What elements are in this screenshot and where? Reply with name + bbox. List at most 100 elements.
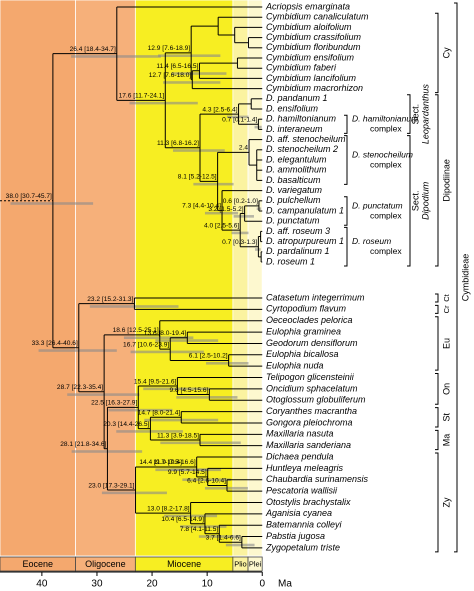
age-interval xyxy=(180,525,227,528)
section-label: Dipodium xyxy=(420,181,430,220)
taxon-label: Maxillaria nasuta xyxy=(266,429,334,439)
taxon-label: D. pulchellum xyxy=(266,195,321,205)
node-age-label: 14.4 [9.7-19.4] xyxy=(139,459,182,466)
node-age-label: 13.0 [8.2-17.8] xyxy=(147,505,190,512)
node-age-label: 0.7 [0.1-1.4] xyxy=(222,117,257,124)
node-age-label: 4.3 [2.5-6.4] xyxy=(202,106,237,113)
node-age-label: 9.9 [5.7-14.5] xyxy=(168,469,207,476)
age-interval xyxy=(108,408,173,412)
age-interval xyxy=(71,450,143,453)
complex-bracket xyxy=(344,135,348,185)
subtribe-bracket xyxy=(435,304,439,314)
taxon-label: Pabstia jugosa xyxy=(266,531,325,541)
node-age-label: 18.6 [12.5-25.1] xyxy=(113,327,159,334)
node-age-label: 33.3 [26.4-40.6] xyxy=(32,340,78,347)
node-age-label: 11.9 [7.5-16.6] xyxy=(154,459,196,466)
node-age-label: 22.5 [16.3-27.9] xyxy=(91,400,137,407)
x-tick-label: 30 xyxy=(91,579,103,590)
age-interval xyxy=(67,393,140,396)
taxon-label: D. ammolithum xyxy=(266,165,327,175)
age-interval xyxy=(163,81,221,84)
section-label: Sect. xyxy=(410,104,420,125)
complex-label: complex xyxy=(370,159,402,169)
taxon-label: D. stenocheilum 2 xyxy=(266,144,338,154)
epoch-band xyxy=(75,0,136,557)
taxon-label: Cymbidium macrorhizon xyxy=(266,83,363,93)
age-interval xyxy=(204,486,248,490)
age-interval xyxy=(129,101,198,105)
taxon-label: Cymbidium canaliculatum xyxy=(266,12,369,22)
age-interval xyxy=(160,441,241,445)
taxon-label: Eulophia bicallosa xyxy=(266,349,339,359)
subtribe-bracket xyxy=(435,452,439,553)
x-tick-label: 40 xyxy=(36,579,48,590)
subtribe-label: Cr xyxy=(442,305,451,313)
subtribe-bracket xyxy=(435,373,439,405)
x-tick-label: 10 xyxy=(202,579,214,590)
taxon-label: D. campanulatum 1 xyxy=(266,205,344,215)
section-label: Sect. xyxy=(410,191,420,212)
taxon-label: Otostylis brachystalix xyxy=(266,497,351,507)
age-interval xyxy=(155,468,209,472)
node-age-label: 6.4 [2.6-10.4] xyxy=(187,478,226,485)
node-age-label: 0.7 [0.3-1.3] xyxy=(222,239,257,246)
taxon-label: Geodorum densiflorum xyxy=(266,338,358,348)
complex-bracket xyxy=(344,226,348,267)
node-age-label: 7.3 [4.4-10.4] xyxy=(182,203,221,210)
taxon-label: Maxillaria sanderiana xyxy=(266,440,351,450)
axis-unit: Ma xyxy=(278,579,292,590)
node-age-label: 4.0 [2.5-5.6] xyxy=(204,222,239,229)
taxon-label: Huntleya meleagris xyxy=(266,463,344,473)
taxon-label: Aganisia cyanea xyxy=(265,508,332,518)
node-age-label: 12.9 [7.6-18.9] xyxy=(148,45,191,52)
node-age-label: 11.3 [3.9-18.5] xyxy=(157,432,199,439)
taxon-label: D. atropurpureum 1 xyxy=(266,236,344,246)
epoch-label: Plio xyxy=(234,559,247,568)
age-interval xyxy=(38,349,117,352)
age-interval xyxy=(71,55,161,58)
node-age-label: 9.6 [4.5-15.6] xyxy=(169,387,208,394)
taxon-label: D. ensifolium xyxy=(266,103,319,113)
taxon-label: D. punctatum xyxy=(266,216,320,226)
taxon-label: Zygopetalum triste xyxy=(265,542,340,552)
node-labels: 11.4 [6.5-16.5] 12.7 [7.6-18.0] 12.9 [7.6-… xyxy=(6,45,258,541)
tribe-label: Cymbidieae xyxy=(460,254,470,302)
taxon-label: Oncidium sphacelatum xyxy=(266,383,358,393)
taxon-label: D. aff. roseum 3 xyxy=(266,226,330,236)
node-age-label: 7.8 [4.1-11.5] xyxy=(180,526,219,533)
taxon-label: Cymbidium faberi xyxy=(266,63,337,73)
node-age-label: 38.0 [30.7-45.7] xyxy=(6,193,52,200)
taxon-label: Batemannia colleyi xyxy=(266,520,343,530)
age-interval xyxy=(176,396,238,399)
age-interval xyxy=(123,336,194,340)
taxon-label: Cymbidium floribundum xyxy=(266,42,361,52)
epoch-label: Miocene xyxy=(167,559,201,569)
complex-label: D. punctatum xyxy=(352,200,403,210)
node-age-label: 20.3 [14.4-26.5] xyxy=(103,421,149,428)
branches xyxy=(0,6,263,549)
epoch-label: Plei xyxy=(249,559,262,568)
taxon-label: Eulophia graminea xyxy=(266,326,341,336)
taxon-label: Acriopsis emarginata xyxy=(265,1,350,11)
age-interval xyxy=(172,149,225,152)
node-age-label: 23.0 [17.3-29.1] xyxy=(88,482,134,489)
age-interval xyxy=(155,339,219,342)
node-age-label: 2.4 xyxy=(239,145,248,152)
taxon-label: D. roseum 1 xyxy=(266,256,315,266)
taxon-label: D. pardalinum 1 xyxy=(266,246,330,256)
taxon-label: D. variegatum xyxy=(266,185,323,195)
taxon-label: Catasetum integerrimum xyxy=(266,292,365,302)
node-age-label: 13.6 [8.0-19.4] xyxy=(144,330,187,337)
taxon-label: D. hamiltonianum xyxy=(266,114,337,124)
taxon-label: Eulophia nuda xyxy=(266,361,324,371)
complex-bracket xyxy=(344,114,348,134)
complex-label: complex xyxy=(370,246,402,256)
complex-label: complex xyxy=(370,210,402,220)
taxon-label: Pescatoria wallisii xyxy=(266,485,338,495)
age-interval xyxy=(225,543,255,547)
age-interval xyxy=(171,72,227,75)
node-age-label: 10.4 [6.5-14.9] xyxy=(161,516,204,523)
node-age-label: 11.3 [6.8-16.2] xyxy=(157,140,199,147)
complex-label: D. stenocheilum xyxy=(352,149,413,159)
node-age-label: 23.2 [15.2-31.3] xyxy=(87,296,133,303)
